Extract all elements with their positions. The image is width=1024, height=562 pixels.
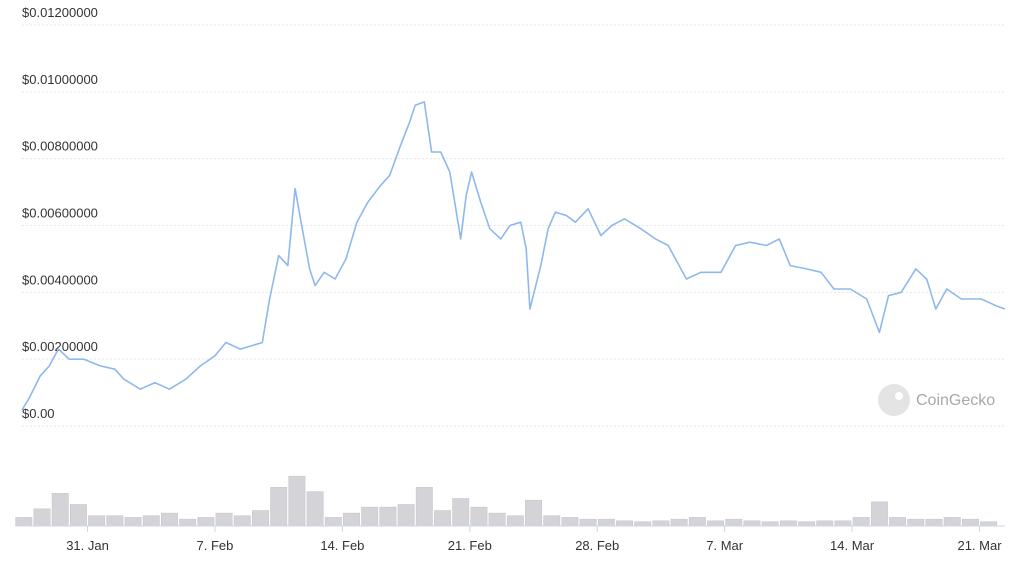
volume-bar	[197, 517, 215, 527]
volume-bar	[252, 510, 269, 527]
volume-bar	[415, 487, 433, 527]
volume-bar	[488, 512, 506, 527]
volume-bar	[634, 521, 652, 527]
volume-bar	[33, 508, 51, 527]
volume-bar	[707, 520, 725, 527]
price-line	[21, 101, 1006, 411]
volume-bar	[15, 517, 33, 527]
x-tick-label: 7. Mar	[706, 538, 744, 553]
watermark-logo	[878, 384, 910, 416]
volume-bar	[743, 520, 761, 527]
volume-bar	[270, 487, 288, 527]
volume-bar	[725, 518, 743, 527]
volume-bar	[106, 515, 124, 527]
x-tick-label: 31. Jan	[66, 538, 109, 553]
volume-bar	[597, 518, 615, 527]
x-tick-label: 21. Feb	[448, 538, 492, 553]
volume-bar	[907, 518, 925, 527]
volume-bar	[51, 493, 69, 527]
y-tick-label: $0.00400000	[22, 272, 98, 287]
volume-bar	[670, 518, 688, 527]
y-tick-label: $0.00600000	[22, 206, 98, 221]
volume-bar	[361, 506, 379, 527]
volume-bar	[142, 515, 160, 527]
x-tick-label: 14. Feb	[320, 538, 364, 553]
volume-bar	[506, 515, 524, 527]
watermark-text: CoinGecko	[916, 392, 995, 409]
volume-bar	[980, 521, 998, 527]
volume-bar	[870, 501, 888, 527]
volume-bar	[343, 512, 360, 527]
volume-bar	[434, 510, 451, 527]
volume-bar	[579, 518, 597, 527]
volume-bar	[525, 499, 542, 527]
volume-bar	[69, 504, 87, 527]
volume-bar	[779, 520, 797, 527]
volume-bar	[852, 517, 870, 527]
volume-bar	[88, 515, 106, 527]
x-tick-label: 21. Mar	[957, 538, 1002, 553]
volume-bar	[215, 512, 233, 527]
volume-bar	[306, 491, 324, 527]
volume-bar	[652, 520, 670, 527]
volume-bar	[179, 518, 197, 527]
volume-bar	[943, 517, 961, 527]
volume-bar	[470, 506, 488, 527]
volume-bar	[124, 517, 142, 527]
volume-bar	[397, 504, 415, 527]
y-tick-label: $0.00800000	[22, 139, 98, 154]
volume-bar	[834, 520, 852, 527]
x-tick-label: 14. Mar	[830, 538, 875, 553]
y-tick-label: $0.00200000	[22, 339, 98, 354]
volume-bar	[561, 517, 579, 527]
volume-bar	[889, 517, 907, 527]
volume-bar	[233, 515, 251, 527]
y-tick-label: $0.01200000	[22, 5, 98, 20]
volume-bar	[961, 518, 979, 527]
volume-bar	[798, 521, 816, 527]
x-tick-label: 28. Feb	[575, 538, 619, 553]
volume-bar	[288, 475, 306, 527]
volume-bar	[452, 498, 470, 527]
volume-bar	[616, 520, 633, 527]
volume-bar	[379, 506, 397, 527]
volume-bar	[816, 520, 834, 527]
y-tick-label: $0.00	[22, 406, 55, 421]
x-tick-label: 7. Feb	[197, 538, 234, 553]
volume-bar	[688, 517, 706, 527]
volume-bar	[925, 518, 943, 527]
volume-bar	[324, 517, 342, 527]
y-tick-label: $0.01000000	[22, 72, 98, 87]
volume-bar	[761, 521, 779, 527]
watermark-logo-eye	[895, 392, 903, 400]
volume-bar	[543, 515, 561, 527]
volume-bar	[161, 512, 178, 527]
watermark: CoinGecko	[878, 384, 995, 416]
